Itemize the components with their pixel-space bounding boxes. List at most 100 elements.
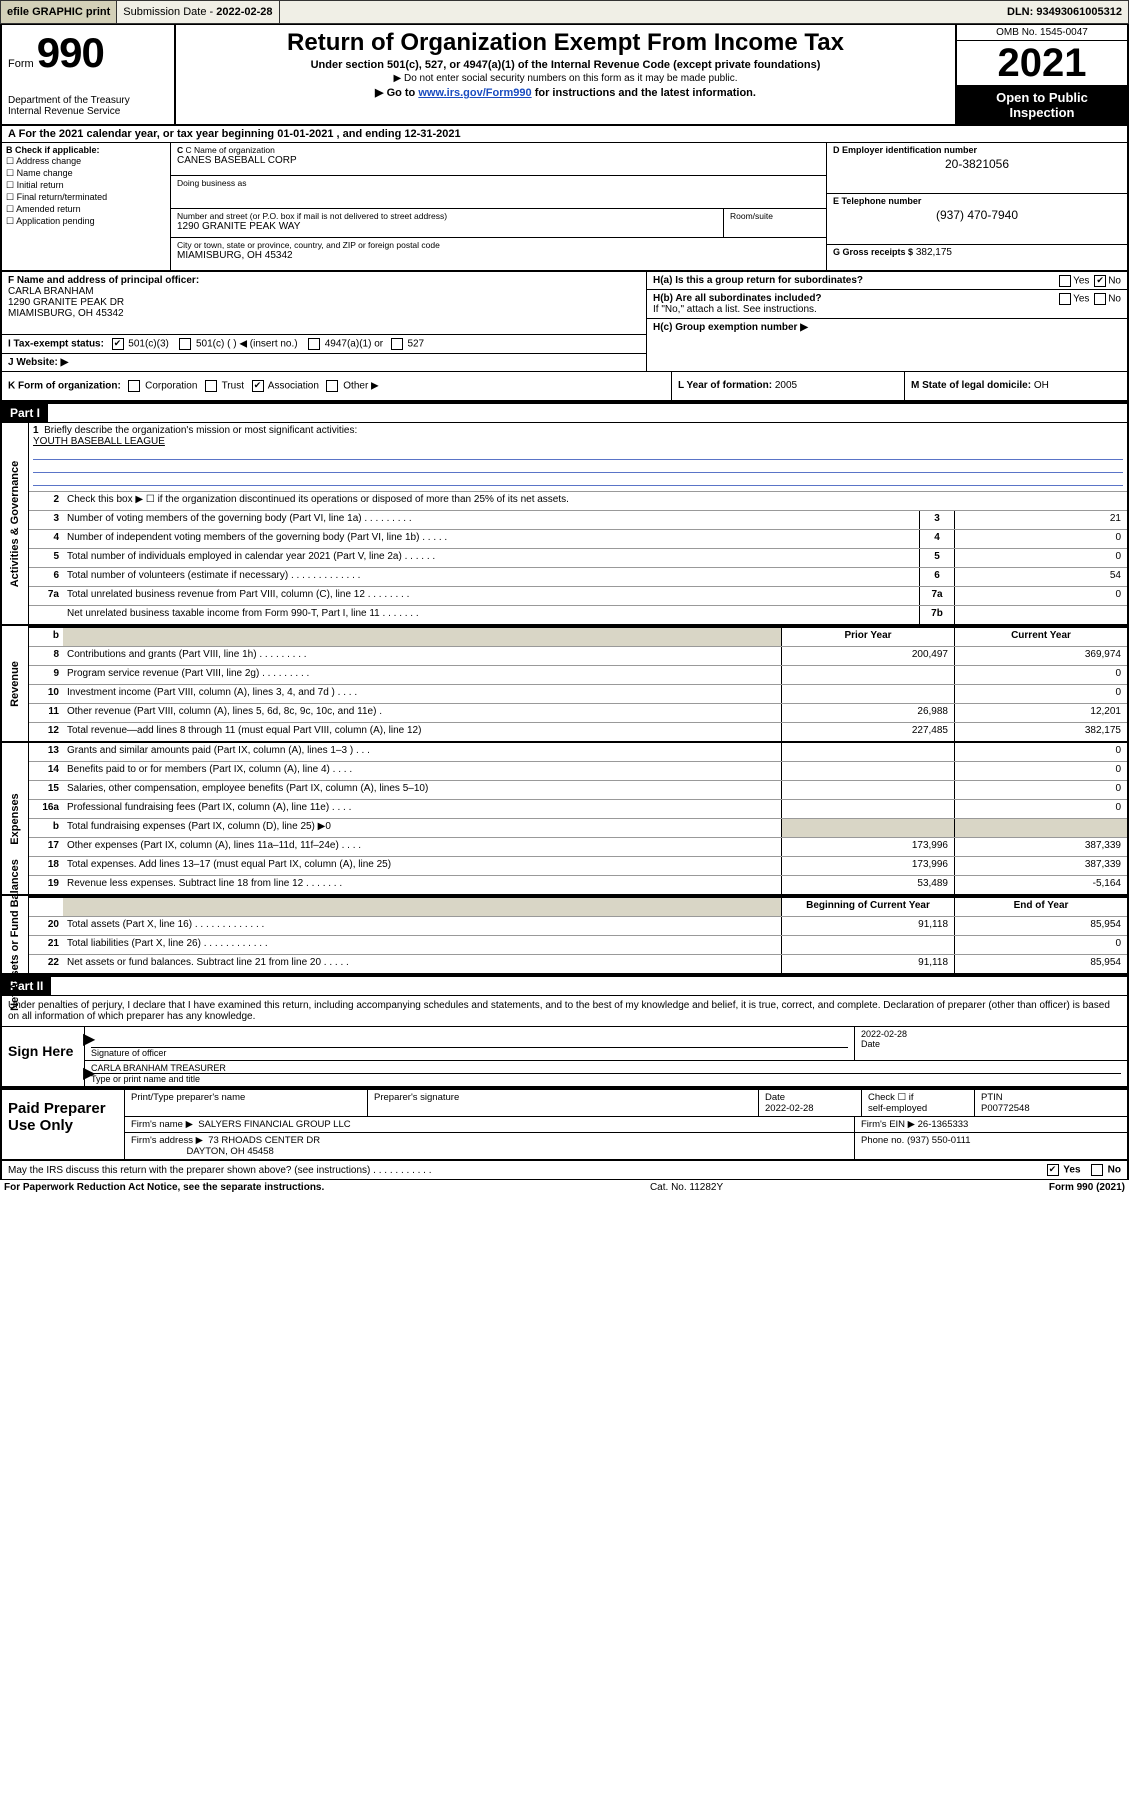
discuss-no[interactable] bbox=[1091, 1164, 1103, 1176]
chk-amended-return[interactable]: Amended return bbox=[6, 204, 166, 215]
open-public: Open to Public Inspection bbox=[957, 86, 1127, 124]
org-name-label-text: C Name of organization bbox=[186, 145, 275, 155]
phone-value: (937) 470-7940 bbox=[833, 208, 1121, 222]
table-row: 9Program service revenue (Part VIII, lin… bbox=[29, 666, 1127, 685]
chk-501c3[interactable] bbox=[112, 338, 124, 350]
open-line2: Inspection bbox=[957, 105, 1127, 120]
chk-trust[interactable] bbox=[205, 380, 217, 392]
website-label: J Website: ▶ bbox=[8, 357, 68, 368]
firm-ein: 26-1365333 bbox=[918, 1119, 969, 1130]
part-ii-title: Signature Block bbox=[61, 979, 152, 993]
hb-yes[interactable] bbox=[1059, 293, 1071, 305]
firm-phone-label: Phone no. bbox=[861, 1135, 904, 1146]
dln-value: 93493061005312 bbox=[1036, 6, 1122, 18]
officer-name: CARLA BRANHAM bbox=[8, 286, 94, 297]
submission-date-value: 2022-02-28 bbox=[216, 6, 272, 18]
table-row: 12Total revenue—add lines 8 through 11 (… bbox=[29, 723, 1127, 741]
irs-link[interactable]: www.irs.gov/Form990 bbox=[418, 87, 531, 99]
chk-application-pending[interactable]: Application pending bbox=[6, 216, 166, 227]
chk-501c[interactable] bbox=[179, 338, 191, 350]
signature-label: Signature of officer bbox=[91, 1048, 166, 1058]
officer-addr1: 1290 GRANITE PEAK DR bbox=[8, 297, 124, 308]
table-row: 3Number of voting members of the governi… bbox=[29, 511, 1127, 530]
box-b-label: B Check if applicable: bbox=[6, 145, 100, 155]
chk-name-change[interactable]: Name change bbox=[6, 168, 166, 179]
room-label: Room/suite bbox=[730, 211, 820, 221]
open-line1: Open to Public bbox=[957, 90, 1127, 105]
signature-line[interactable] bbox=[91, 1029, 848, 1048]
mission-block: 1 Briefly describe the organization's mi… bbox=[29, 423, 1127, 492]
discuss-yes[interactable] bbox=[1047, 1164, 1059, 1176]
officer-name-label: Type or print name and title bbox=[91, 1074, 200, 1084]
table-row: 6Total number of volunteers (estimate if… bbox=[29, 568, 1127, 587]
goto-post: for instructions and the latest informat… bbox=[535, 87, 756, 99]
form-title: Return of Organization Exempt From Incom… bbox=[184, 29, 947, 57]
part-i-expenses: Expenses 13Grants and similar amounts pa… bbox=[0, 743, 1129, 896]
hc-label: H(c) Group exemption number ▶ bbox=[653, 322, 808, 333]
mission-text: YOUTH BASEBALL LEAGUE bbox=[33, 436, 165, 447]
box-c: C C Name of organization CANES BASEBALL … bbox=[171, 143, 826, 270]
form-word: Form bbox=[8, 58, 34, 70]
officer-label: F Name and address of principal officer: bbox=[8, 275, 199, 286]
ha-label: H(a) Is this a group return for subordin… bbox=[653, 275, 863, 286]
dln-label: DLN: bbox=[1007, 6, 1033, 18]
dept-line1: Department of the Treasury bbox=[8, 95, 168, 106]
table-row: 11Other revenue (Part VIII, column (A), … bbox=[29, 704, 1127, 723]
tab-net-assets: Net Assets or Fund Balances bbox=[2, 896, 29, 973]
net-header-row: Beginning of Current Year End of Year bbox=[29, 896, 1127, 917]
paid-preparer-block: Paid Preparer Use Only Print/Type prepar… bbox=[0, 1088, 1129, 1161]
phone-label: E Telephone number bbox=[833, 196, 1121, 206]
ha-no[interactable] bbox=[1094, 275, 1106, 287]
chk-assoc[interactable] bbox=[252, 380, 264, 392]
form-number: 990 bbox=[37, 29, 104, 76]
chk-4947[interactable] bbox=[308, 338, 320, 350]
sign-here-block: Sign Here ▶ Signature of officer 2022-02… bbox=[0, 1027, 1129, 1088]
efile-print-button[interactable]: efile GRAPHIC print bbox=[1, 1, 117, 23]
chk-initial-return[interactable]: Initial return bbox=[6, 180, 166, 191]
caret-icon: ▶ bbox=[83, 1029, 95, 1049]
table-row: 8Contributions and grants (Part VIII, li… bbox=[29, 647, 1127, 666]
prep-date-label: Date bbox=[765, 1092, 785, 1103]
chk-527[interactable] bbox=[391, 338, 403, 350]
tax-year: 2021 bbox=[957, 41, 1127, 86]
chk-other[interactable] bbox=[326, 380, 338, 392]
firm-addr-label: Firm's address ▶ bbox=[131, 1135, 203, 1146]
goto-pre: ▶ Go to bbox=[375, 87, 418, 99]
col-current-year: Current Year bbox=[954, 628, 1127, 646]
group-return-row: H(a) Is this a group return for subordin… bbox=[647, 272, 1127, 290]
omb-number: OMB No. 1545-0047 bbox=[957, 25, 1127, 41]
dept-line2: Internal Revenue Service bbox=[8, 106, 168, 117]
org-info-block: B Check if applicable: Address change Na… bbox=[0, 143, 1129, 272]
dln: DLN: 93493061005312 bbox=[1001, 1, 1128, 23]
line-2: 2 Check this box ▶ ☐ if the organization… bbox=[29, 492, 1127, 511]
table-row: 18Total expenses. Add lines 13–17 (must … bbox=[29, 857, 1127, 876]
ptin-value: P00772548 bbox=[981, 1103, 1030, 1114]
city-label: City or town, state or province, country… bbox=[177, 240, 820, 250]
hb-no[interactable] bbox=[1094, 293, 1106, 305]
dba-label: Doing business as bbox=[177, 178, 820, 188]
part-i-net-assets: Net Assets or Fund Balances Beginning of… bbox=[0, 896, 1129, 975]
col-prior-year: Prior Year bbox=[781, 628, 954, 646]
chk-address-change[interactable]: Address change bbox=[6, 156, 166, 167]
ha-yes[interactable] bbox=[1059, 275, 1071, 287]
chk-corp[interactable] bbox=[128, 380, 140, 392]
discuss-question: May the IRS discuss this return with the… bbox=[8, 1165, 432, 1176]
table-row: 14Benefits paid to or for members (Part … bbox=[29, 762, 1127, 781]
gross-receipts-value: 382,175 bbox=[916, 247, 952, 258]
subordinates-row: H(b) Are all subordinates included? Yes … bbox=[647, 290, 1127, 319]
prep-name-label: Print/Type preparer's name bbox=[125, 1090, 368, 1116]
l-value: 2005 bbox=[775, 380, 797, 391]
org-name-label: C C Name of organization bbox=[177, 145, 820, 155]
table-row: 4Number of independent voting members of… bbox=[29, 530, 1127, 549]
ein-label: D Employer identification number bbox=[833, 145, 1121, 155]
chk-final-return[interactable]: Final return/terminated bbox=[6, 192, 166, 203]
firm-name: SALYERS FINANCIAL GROUP LLC bbox=[198, 1119, 350, 1130]
city-state-zip: MIAMISBURG, OH 45342 bbox=[177, 250, 820, 261]
opt-4947: 4947(a)(1) or bbox=[325, 339, 383, 350]
ptin-label: PTIN bbox=[981, 1092, 1003, 1103]
col-end: End of Year bbox=[954, 898, 1127, 916]
part-i-header: Part I Summary bbox=[0, 402, 1129, 423]
hb-note: If "No," attach a list. See instructions… bbox=[653, 304, 817, 315]
m-label: M State of legal domicile: bbox=[911, 380, 1031, 391]
officer-status-block: F Name and address of principal officer:… bbox=[0, 272, 1129, 371]
